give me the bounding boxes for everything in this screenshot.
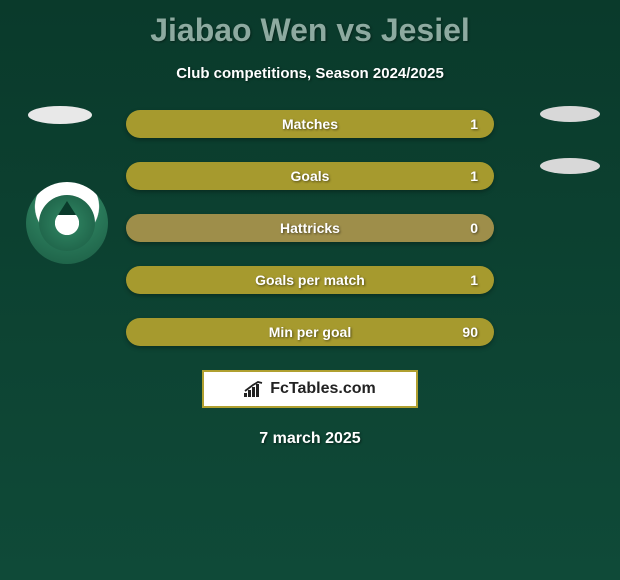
page-subtitle: Club competitions, Season 2024/2025 bbox=[0, 65, 620, 82]
stat-label: Hattricks bbox=[280, 220, 340, 236]
stat-value: 1 bbox=[470, 272, 478, 288]
stat-row: Matches 1 bbox=[0, 110, 620, 138]
stat-row: Goals per match 1 bbox=[0, 266, 620, 294]
stat-value: 1 bbox=[470, 168, 478, 184]
stat-label: Min per goal bbox=[269, 324, 351, 340]
stat-value: 0 bbox=[470, 220, 478, 236]
stat-pill-matches: Matches 1 bbox=[126, 110, 494, 138]
stat-pill-hattricks: Hattricks 0 bbox=[126, 214, 494, 242]
date-label: 7 march 2025 bbox=[0, 430, 620, 448]
brand-box: FcTables.com bbox=[202, 370, 418, 408]
brand-label: FcTables.com bbox=[270, 380, 376, 398]
chart-icon bbox=[244, 381, 264, 397]
stat-value: 1 bbox=[470, 116, 478, 132]
stat-row: Min per goal 90 bbox=[0, 318, 620, 346]
stat-label: Matches bbox=[282, 116, 338, 132]
page-title: Jiabao Wen vs Jesiel bbox=[0, 0, 620, 49]
stat-pill-goals: Goals 1 bbox=[126, 162, 494, 190]
stat-pill-min-per-goal: Min per goal 90 bbox=[126, 318, 494, 346]
stats-container: Matches 1 Goals 1 Hattricks 0 Goals per … bbox=[0, 110, 620, 346]
stat-pill-goals-per-match: Goals per match 1 bbox=[126, 266, 494, 294]
stat-label: Goals per match bbox=[255, 272, 365, 288]
stat-row: Hattricks 0 bbox=[0, 214, 620, 242]
stat-label: Goals bbox=[291, 168, 330, 184]
stat-value: 90 bbox=[462, 324, 478, 340]
stat-row: Goals 1 bbox=[0, 162, 620, 190]
